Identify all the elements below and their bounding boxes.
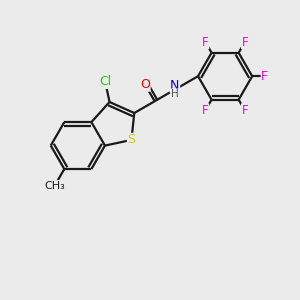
Text: H: H (171, 89, 179, 99)
Text: CH₃: CH₃ (44, 181, 65, 190)
Text: F: F (261, 70, 268, 83)
Text: F: F (202, 35, 209, 49)
Text: N: N (170, 79, 180, 92)
Text: Cl: Cl (99, 75, 111, 88)
Text: F: F (202, 104, 209, 117)
Text: F: F (242, 104, 248, 117)
Text: O: O (140, 78, 150, 91)
Text: F: F (242, 35, 248, 49)
Text: S: S (128, 134, 135, 146)
